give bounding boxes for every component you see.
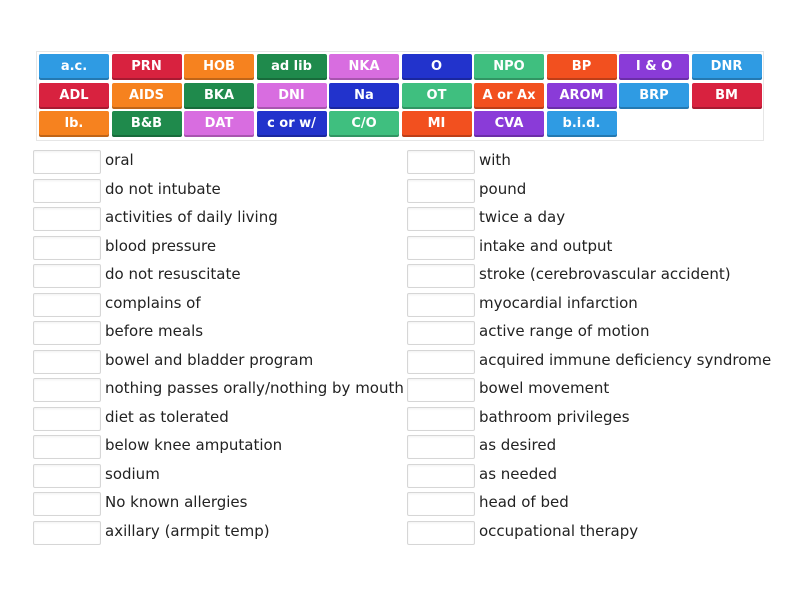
answer-tile[interactable]: I & O [619, 54, 689, 80]
definition-label: myocardial infarction [479, 293, 638, 312]
answer-tile[interactable]: ad lib [256, 54, 327, 80]
answer-drop-slot[interactable] [407, 463, 475, 488]
definition-label: intake and output [479, 236, 613, 255]
answer-drop-slot[interactable] [407, 150, 475, 174]
answer-drop-slot[interactable] [33, 463, 101, 488]
answer-tile[interactable]: PRN [111, 54, 182, 80]
definition-label: diet as tolerated [105, 407, 229, 426]
answer-tile[interactable]: DNR [691, 54, 762, 80]
answer-drop-slot[interactable] [33, 292, 101, 317]
definition-label: blood pressure [105, 236, 217, 255]
answer-tile[interactable]: BM [691, 82, 762, 109]
answer-drop-slot[interactable] [33, 378, 101, 402]
answer-drop-slot[interactable] [33, 406, 101, 431]
definition-label: bowel movement [479, 379, 610, 397]
answer-drop-slot[interactable] [33, 520, 101, 545]
answer-drop-slot[interactable] [33, 207, 101, 231]
answer-tile[interactable]: CVA [474, 111, 544, 137]
answer-drop-slot[interactable] [33, 264, 101, 288]
answer-drop-slot[interactable] [407, 492, 475, 516]
answer-tile[interactable]: NKA [329, 54, 399, 80]
definition-label: before meals [105, 322, 204, 340]
answer-tile[interactable]: MI [401, 111, 472, 137]
answer-tile[interactable]: AROM [546, 82, 617, 109]
answer-drop-slot[interactable] [407, 292, 475, 317]
answer-tile[interactable]: c or w/ [256, 111, 327, 137]
answer-drop-slot[interactable] [407, 378, 475, 402]
answer-drop-slot[interactable] [407, 321, 475, 345]
answer-tile[interactable]: A or Ax [474, 82, 544, 109]
answer-drop-slot[interactable] [407, 235, 475, 260]
answer-drop-slot[interactable] [407, 178, 475, 203]
answer-tile[interactable]: NPO [474, 54, 544, 80]
definition-label: as needed [479, 464, 558, 483]
answer-drop-slot[interactable] [407, 207, 475, 231]
definition-label: occupational therapy [479, 521, 639, 540]
answer-tile[interactable]: B&B [111, 111, 182, 137]
answer-tile[interactable]: DNI [256, 82, 327, 109]
answer-tile[interactable]: C/O [329, 111, 399, 137]
answer-tile[interactable]: BP [546, 54, 617, 80]
definition-label: as desired [479, 436, 557, 454]
answer-tile[interactable]: ADL [39, 82, 109, 109]
answer-tile[interactable]: BKA [184, 82, 254, 109]
answer-drop-slot[interactable] [407, 435, 475, 459]
answer-tile[interactable]: b.i.d. [546, 111, 617, 137]
definition-label: head of bed [479, 493, 569, 511]
answer-tile[interactable]: O [401, 54, 472, 80]
answer-drop-slot[interactable] [33, 349, 101, 374]
definition-label: do not resuscitate [105, 265, 241, 283]
answer-tile[interactable]: HOB [184, 54, 254, 80]
definition-label: bowel and bladder program [105, 350, 314, 369]
answer-tile[interactable]: lb. [39, 111, 109, 137]
definition-label: axillary (armpit temp) [105, 521, 270, 540]
definition-label: bathroom privileges [479, 407, 630, 426]
answer-drop-slot[interactable] [407, 406, 475, 431]
definition-label: pound [479, 179, 527, 198]
definition-label: do not intubate [105, 179, 221, 198]
definition-label: active range of motion [479, 322, 650, 340]
answer-drop-slot[interactable] [33, 492, 101, 516]
answer-tile[interactable]: BRP [619, 82, 689, 109]
answer-tile[interactable]: Na [329, 82, 399, 109]
answer-tile[interactable]: OT [401, 82, 472, 109]
definition-label: with [479, 151, 511, 169]
answer-tile[interactable]: a.c. [39, 54, 109, 80]
answer-drop-slot[interactable] [33, 321, 101, 345]
answer-drop-slot[interactable] [33, 435, 101, 459]
definition-label: stroke (cerebrovascular accident) [479, 265, 731, 283]
definition-label: oral [105, 151, 134, 169]
definition-label: No known allergies [105, 493, 248, 511]
answer-drop-slot[interactable] [407, 520, 475, 545]
definition-label: below knee amputation [105, 436, 283, 454]
answer-drop-slot[interactable] [33, 150, 101, 174]
definition-label: twice a day [479, 208, 566, 226]
definition-label: nothing passes orally/nothing by mouth [105, 379, 404, 397]
answer-drop-slot[interactable] [407, 349, 475, 374]
definition-label: sodium [105, 464, 160, 483]
answer-tile-bank: a.c. PRN HOB ad lib NKA O NPO BP I & O DNR ADL AIDS… [36, 51, 764, 141]
definition-label: acquired immune deficiency syndrome [479, 350, 772, 369]
answer-tile[interactable]: AIDS [111, 82, 182, 109]
definition-label: complains of [105, 293, 201, 312]
answer-tile[interactable]: DAT [184, 111, 254, 137]
definition-label: activities of daily living [105, 208, 278, 226]
answer-drop-slot[interactable] [407, 264, 475, 288]
answer-drop-slot[interactable] [33, 178, 101, 203]
answer-drop-slot[interactable] [33, 235, 101, 260]
